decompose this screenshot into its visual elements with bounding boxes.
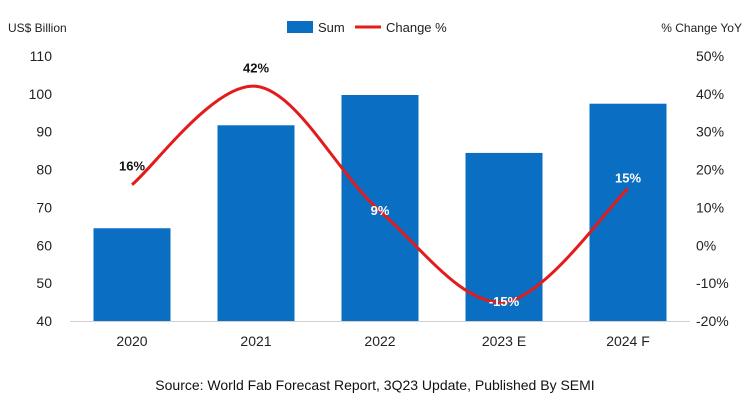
right-tick-label: 30% — [696, 124, 724, 140]
x-tick-label: 2021 — [240, 333, 271, 349]
left-tick-label: 90 — [36, 124, 52, 140]
x-tick-label: 2023 E — [482, 333, 526, 349]
left-tick-label: 70 — [36, 199, 52, 215]
right-tick-label: 0% — [696, 237, 716, 253]
right-tick-label: 50% — [696, 48, 724, 64]
left-tick-label: 110 — [30, 48, 53, 64]
bar — [589, 103, 667, 321]
source-note: Source: World Fab Forecast Report, 3Q23 … — [155, 377, 594, 393]
right-tick-label: 20% — [696, 162, 724, 178]
bar — [341, 94, 419, 321]
change-data-label: 9% — [371, 203, 390, 218]
right-axis-title: % Change YoY — [661, 21, 742, 35]
right-tick-label: -10% — [696, 275, 729, 291]
x-tick-label: 2020 — [116, 333, 147, 349]
change-data-label: 15% — [615, 171, 641, 186]
left-tick-label: 80 — [36, 162, 52, 178]
line-layer — [131, 84, 630, 304]
bar — [93, 228, 171, 321]
right-tick-label: 40% — [696, 86, 724, 102]
left-tick-label: 100 — [29, 86, 53, 102]
change-data-label: 16% — [119, 159, 145, 174]
legend-bar-swatch — [287, 21, 313, 33]
left-tick-label: 50 — [36, 275, 52, 291]
x-tick-label: 2022 — [364, 333, 395, 349]
right-tick-label: -20% — [696, 313, 729, 329]
left-tick-label: 60 — [36, 237, 52, 253]
legend: Sum Change % — [287, 20, 447, 35]
x-tick-label: 2024 F — [606, 333, 650, 349]
legend-line-label: Change % — [386, 20, 447, 35]
change-percent-line — [131, 84, 630, 304]
legend-bar-label: Sum — [318, 20, 345, 35]
change-data-label: 42% — [243, 60, 269, 75]
change-data-label: -15% — [489, 294, 520, 309]
bar — [217, 125, 295, 322]
data-labels-layer: 16% 42% 9% -15% 15% — [119, 60, 641, 309]
axes-layer: 40 50 60 70 80 90 100 110 -20% -10% 0% 10% 20% 30% 40%… — [29, 48, 729, 349]
left-tick-label: 40 — [36, 313, 52, 329]
left-axis-title: US$ Billion — [8, 21, 67, 35]
right-tick-label: 10% — [696, 199, 724, 215]
